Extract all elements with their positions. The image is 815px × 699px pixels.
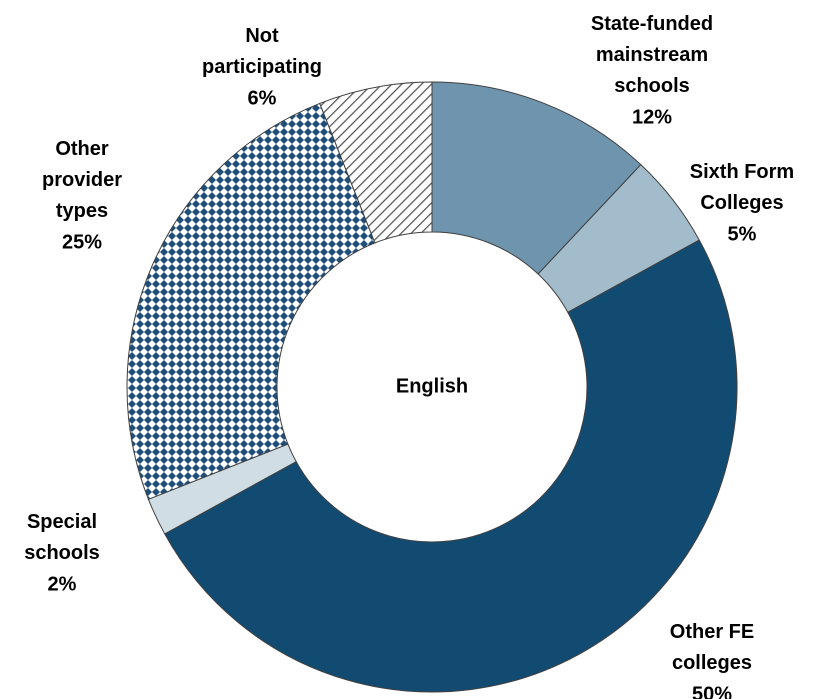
slice-label: Special schools xyxy=(24,511,100,564)
donut-slice xyxy=(126,102,376,500)
center-label: English xyxy=(396,375,468,397)
slice-value-label: 6% xyxy=(248,87,277,109)
slice-label: Sixth Form Colleges xyxy=(690,161,794,214)
slice-label: Not participating xyxy=(202,25,322,78)
slice-label: State-funded mainstream schools xyxy=(591,13,713,97)
slice-value-label: 2% xyxy=(48,573,77,595)
donut-slice xyxy=(164,239,738,693)
slice-label: Other FE colleges xyxy=(670,621,754,674)
slice-label: Other provider types xyxy=(42,138,122,222)
donut-slice xyxy=(319,81,433,244)
slice-value-label: 50% xyxy=(692,683,732,699)
slice-value-label: 25% xyxy=(62,231,102,253)
slice-value-label: 5% xyxy=(728,223,757,245)
slice-value-label: 12% xyxy=(632,106,672,128)
